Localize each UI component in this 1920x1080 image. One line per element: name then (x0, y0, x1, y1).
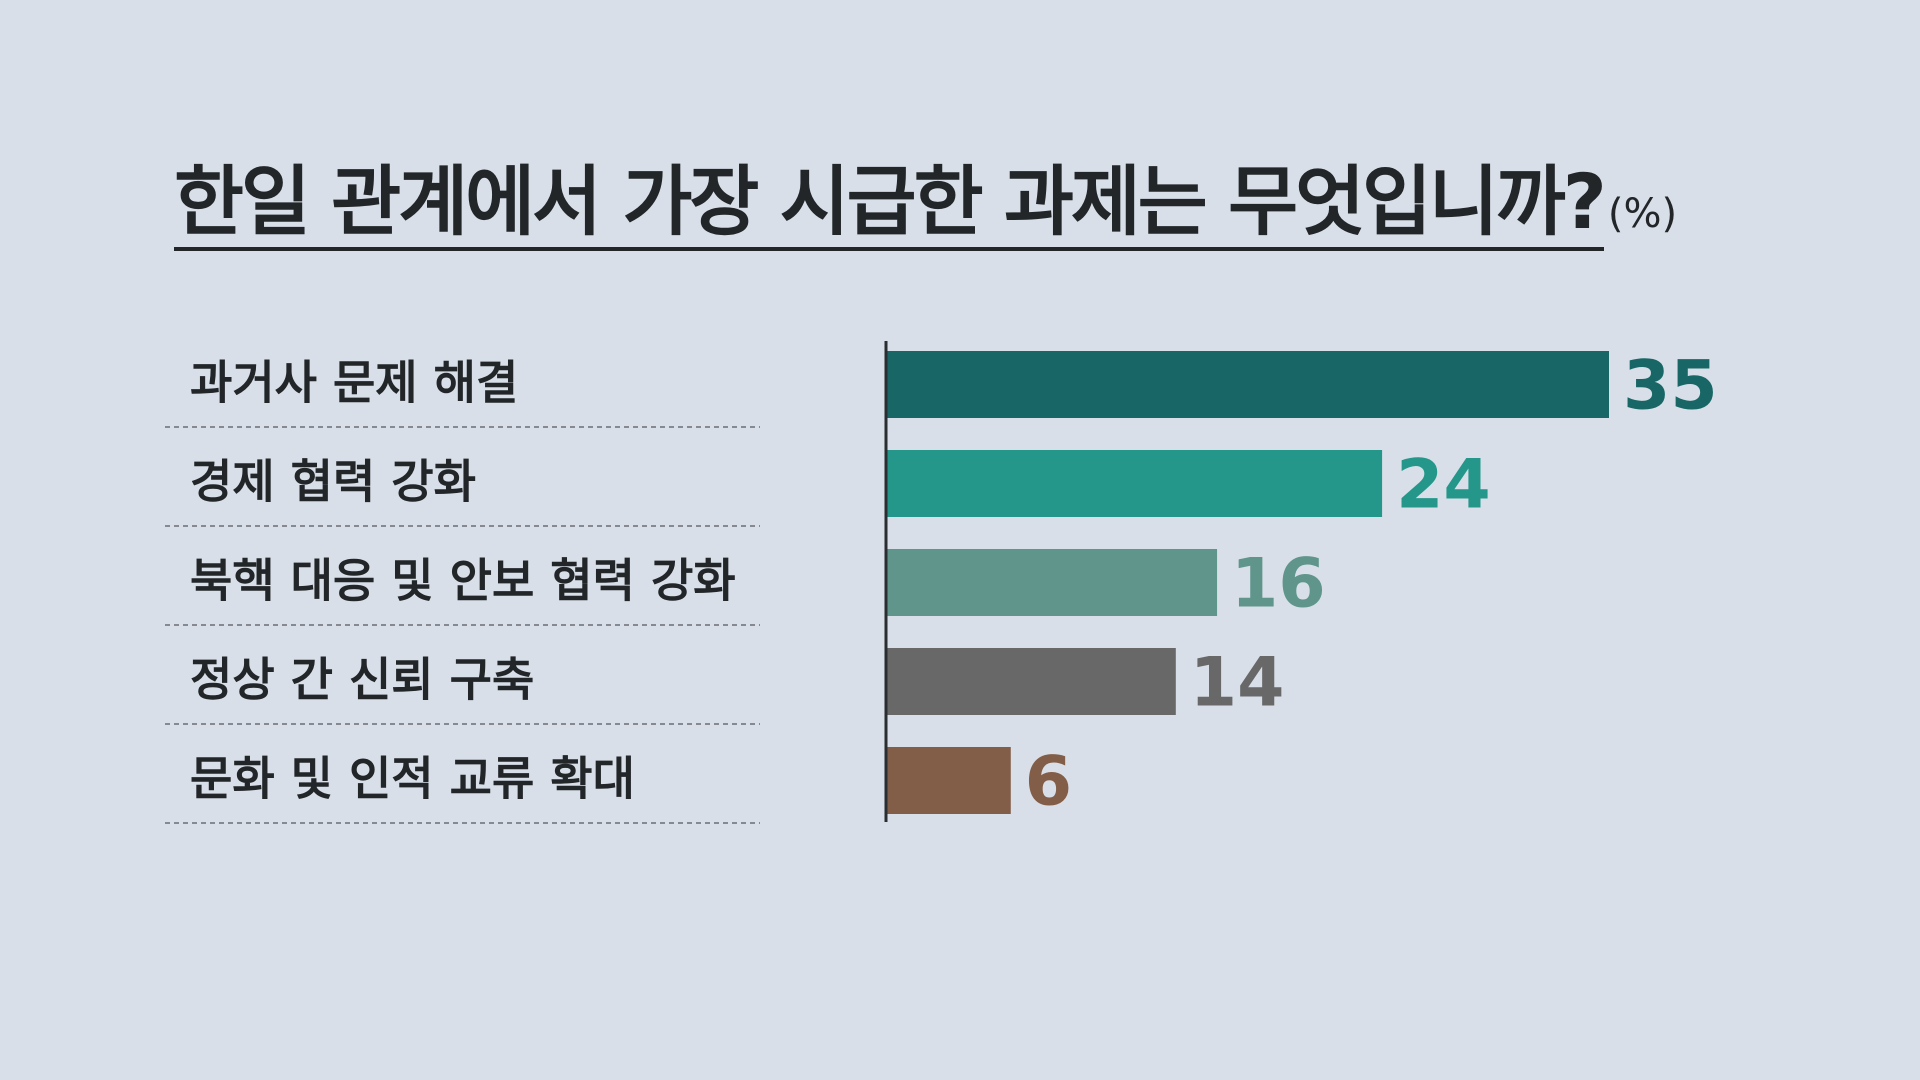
bar (887, 648, 1176, 715)
category-label: 문화 및 인적 교류 확대 (190, 752, 635, 806)
bar (887, 747, 1011, 814)
value-label: 6 (1025, 743, 1072, 822)
bar (887, 450, 1383, 517)
category-label: 경제 협력 강화 (190, 455, 476, 509)
value-label: 16 (1231, 545, 1326, 624)
unit-label: (%) (1607, 191, 1678, 238)
category-label: 북핵 대응 및 안보 협력 강화 (190, 554, 736, 608)
chart-title-group: 한일 관계에서 가장 시급한 과제는 무엇입니까? (%) (174, 158, 1678, 252)
value-label: 14 (1190, 644, 1285, 723)
category-label: 정상 간 신뢰 구축 (190, 653, 534, 707)
value-label: 35 (1623, 347, 1718, 426)
category-label: 과거사 문제 해결 (190, 356, 518, 410)
value-label: 24 (1396, 446, 1491, 525)
bar (887, 351, 1609, 418)
bar (887, 549, 1218, 616)
chart-title: 한일 관계에서 가장 시급한 과제는 무엇입니까? (174, 158, 1607, 252)
